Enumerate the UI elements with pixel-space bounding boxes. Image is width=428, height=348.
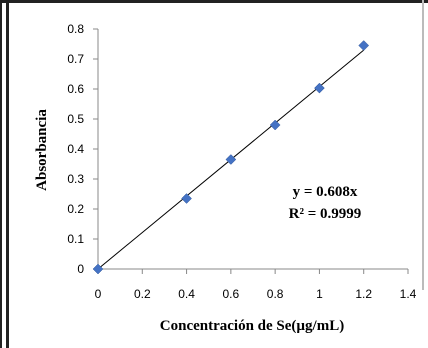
- x-axis-title: Concentración de Se(µg/mL): [160, 318, 344, 334]
- y-axis-title: Absorbancia: [34, 109, 50, 191]
- y-tick-label: 0.7: [67, 52, 84, 66]
- data-point: [92, 263, 104, 275]
- top-border: [0, 0, 428, 3]
- data-points: [92, 40, 370, 275]
- left-border-outer: [0, 0, 2, 348]
- data-point: [181, 193, 192, 204]
- x-tick-label: 0.4: [178, 287, 195, 301]
- y-tick-label: 0.8: [67, 22, 84, 36]
- x-tick-label: 0.2: [134, 287, 151, 301]
- x-tick-label: 1.4: [400, 287, 417, 301]
- x-tick-label: 0.8: [267, 287, 284, 301]
- y-tick-label: 0.2: [67, 202, 84, 216]
- data-point: [225, 154, 237, 165]
- r-squared-label: R² = 0.9999: [289, 206, 362, 222]
- x-tick-label: 0.6: [223, 287, 240, 301]
- right-border: [422, 0, 424, 290]
- data-point: [358, 40, 370, 51]
- y-tick-label: 0.5: [67, 112, 84, 126]
- y-tick-label: 0.4: [67, 142, 84, 156]
- x-tick-label: 1.2: [355, 287, 372, 301]
- left-border-inner: [6, 0, 9, 348]
- x-ticks: 0 0.2 0.4 0.6 0.8 1 1.2 1.4: [95, 269, 417, 301]
- x-tick-label: 0: [95, 287, 102, 301]
- x-tick-label: 1: [316, 287, 323, 301]
- y-tick-label: 0: [77, 262, 84, 276]
- y-tick-label: 0.1: [67, 232, 84, 246]
- y-tick-label: 0.3: [67, 172, 84, 186]
- data-point: [314, 82, 325, 94]
- axes: [97, 29, 408, 270]
- y-ticks: 0 0.1 0.2 0.3 0.4 0.5 0.6 0.7 0.8: [67, 22, 98, 276]
- y-tick-label: 0.6: [67, 82, 84, 96]
- trendline-equation: y = 0.608x: [293, 184, 358, 200]
- data-point: [269, 119, 281, 131]
